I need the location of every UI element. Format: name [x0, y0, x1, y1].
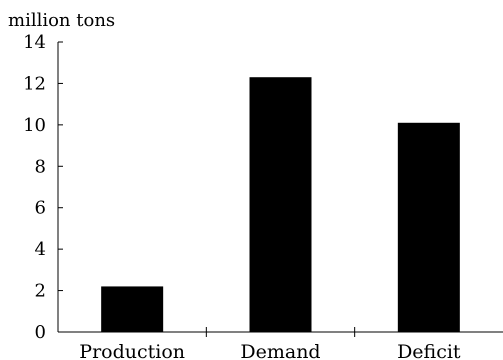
bar-production: [101, 286, 164, 332]
y-tick-label: 8: [35, 156, 46, 177]
y-tick-label: 12: [23, 73, 46, 94]
bar-demand: [249, 77, 312, 332]
category-label: Production: [79, 341, 185, 360]
y-tick-label: 0: [35, 322, 46, 343]
category-label: Demand: [240, 341, 320, 360]
y-tick-label: 14: [23, 32, 46, 53]
category-labels: Production Demand Deficit: [79, 341, 461, 360]
bar-deficit: [397, 122, 460, 333]
y-tick-label: 10: [23, 115, 46, 136]
y-tick-label: 4: [35, 239, 46, 260]
y-tick-label: 2: [35, 281, 46, 302]
x-ticks: [205, 327, 356, 337]
y-tick-label: 6: [35, 198, 46, 219]
y-ticks: 0 2 4 6 8 10 12 14: [23, 32, 63, 343]
bars: [101, 77, 460, 333]
category-label: Deficit: [397, 341, 461, 360]
y-axis-label: million tons: [8, 10, 115, 31]
